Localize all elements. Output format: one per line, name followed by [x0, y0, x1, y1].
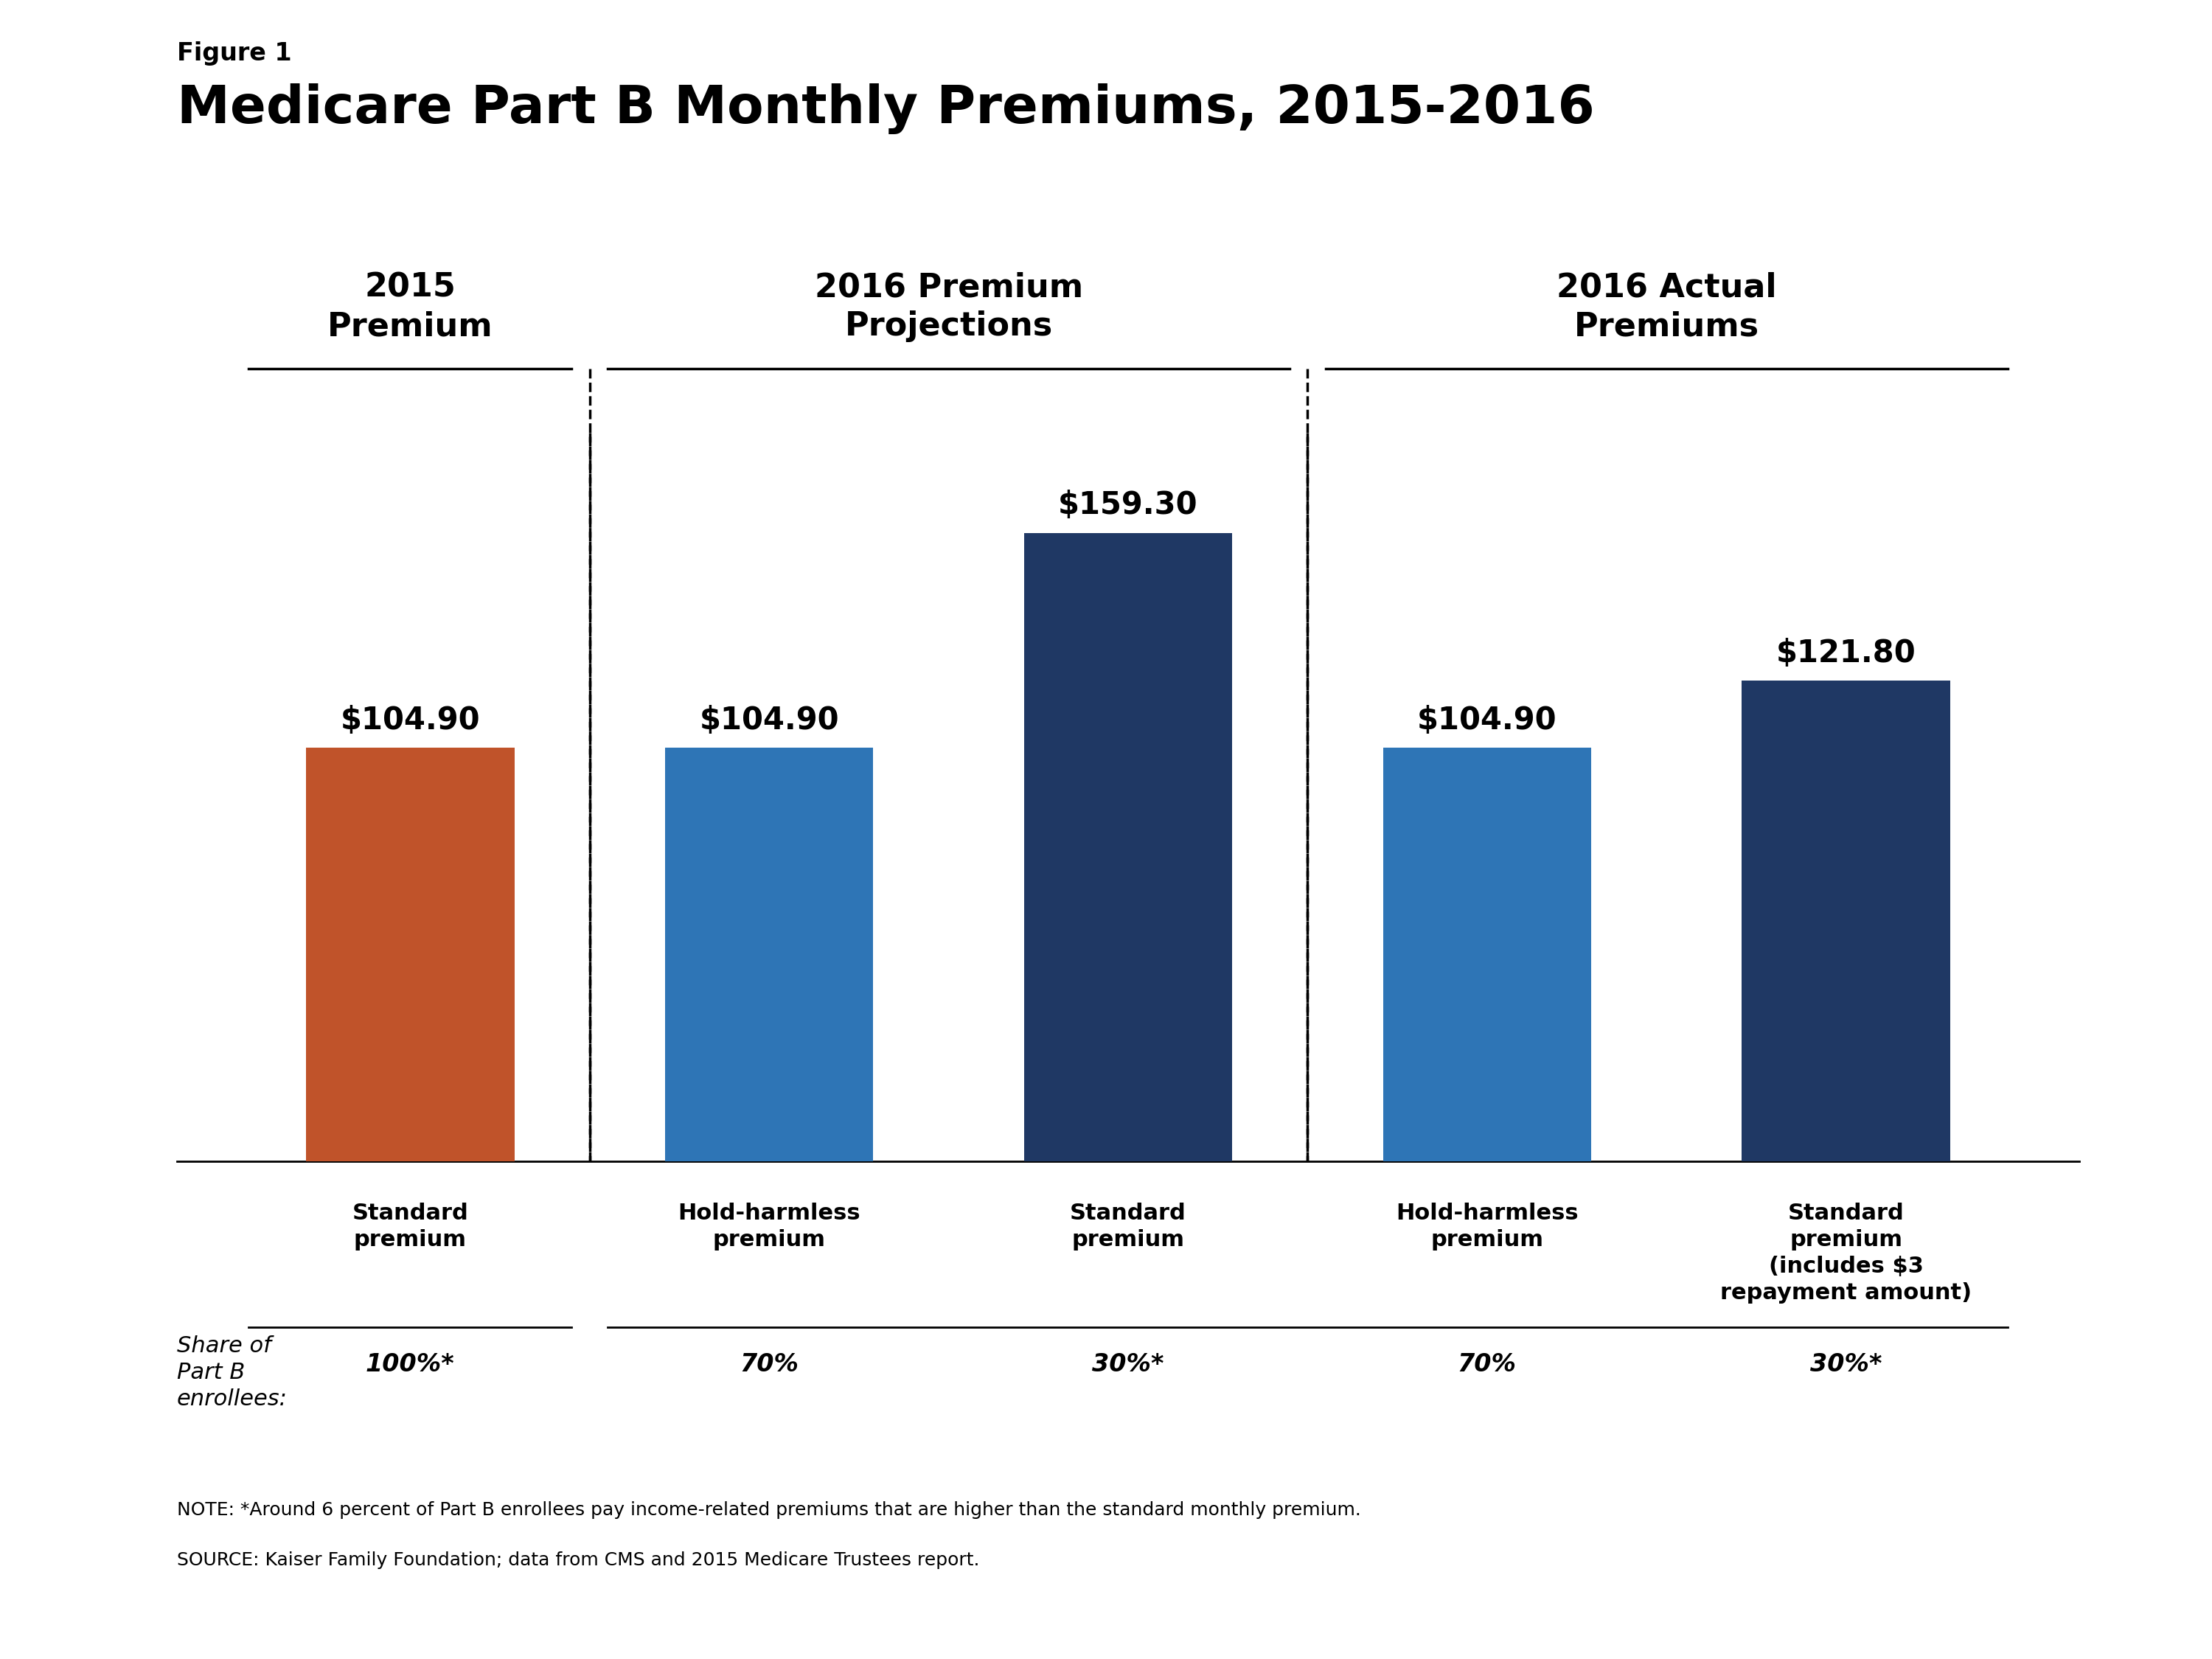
Text: NOTE: *Around 6 percent of Part B enrollees pay income-related premiums that are: NOTE: *Around 6 percent of Part B enroll…	[177, 1501, 1360, 1520]
Text: 70%: 70%	[1458, 1352, 1517, 1377]
Text: FAMILY: FAMILY	[2004, 1553, 2064, 1568]
Text: Figure 1: Figure 1	[177, 41, 292, 66]
Text: Standard
premium: Standard premium	[1071, 1203, 1186, 1251]
Text: Standard
premium
(includes $3
repayment amount): Standard premium (includes $3 repayment …	[1721, 1203, 1971, 1304]
Text: 30%*: 30%*	[1093, 1352, 1164, 1377]
Bar	[1024, 533, 1232, 1161]
Bar	[666, 748, 874, 1161]
Text: 2016 Actual
Premiums: 2016 Actual Premiums	[1557, 272, 1776, 342]
Text: $121.80: $121.80	[1776, 639, 1916, 669]
Text: Hold-harmless
premium: Hold-harmless premium	[1396, 1203, 1579, 1251]
Text: 30%*: 30%*	[1809, 1352, 1882, 1377]
Text: Share of
Part B
enrollees:: Share of Part B enrollees:	[177, 1335, 288, 1410]
Text: $159.30: $159.30	[1057, 489, 1199, 521]
Text: Medicare Part B Monthly Premiums, 2015-2016: Medicare Part B Monthly Premiums, 2015-2…	[177, 83, 1595, 134]
Text: 70%: 70%	[739, 1352, 799, 1377]
Text: 2016 Premium
Projections: 2016 Premium Projections	[814, 272, 1084, 342]
Text: Hold-harmless
premium: Hold-harmless premium	[677, 1203, 860, 1251]
Text: FOUNDATION: FOUNDATION	[2000, 1591, 2068, 1601]
Text: SOURCE: Kaiser Family Foundation; data from CMS and 2015 Medicare Trustees repor: SOURCE: Kaiser Family Foundation; data f…	[177, 1551, 980, 1569]
Text: 100%*: 100%*	[365, 1352, 456, 1377]
Text: KAISER: KAISER	[1995, 1518, 2073, 1535]
Text: $104.90: $104.90	[699, 705, 838, 735]
Text: 2015
Premium: 2015 Premium	[327, 272, 493, 342]
Text: Standard
premium: Standard premium	[352, 1203, 469, 1251]
Bar	[1382, 748, 1590, 1161]
Bar	[1741, 680, 1951, 1161]
Text: $104.90: $104.90	[1418, 705, 1557, 735]
Text: $104.90: $104.90	[341, 705, 480, 735]
Text: THE HENRY J.: THE HENRY J.	[2000, 1486, 2068, 1496]
Bar	[305, 748, 515, 1161]
